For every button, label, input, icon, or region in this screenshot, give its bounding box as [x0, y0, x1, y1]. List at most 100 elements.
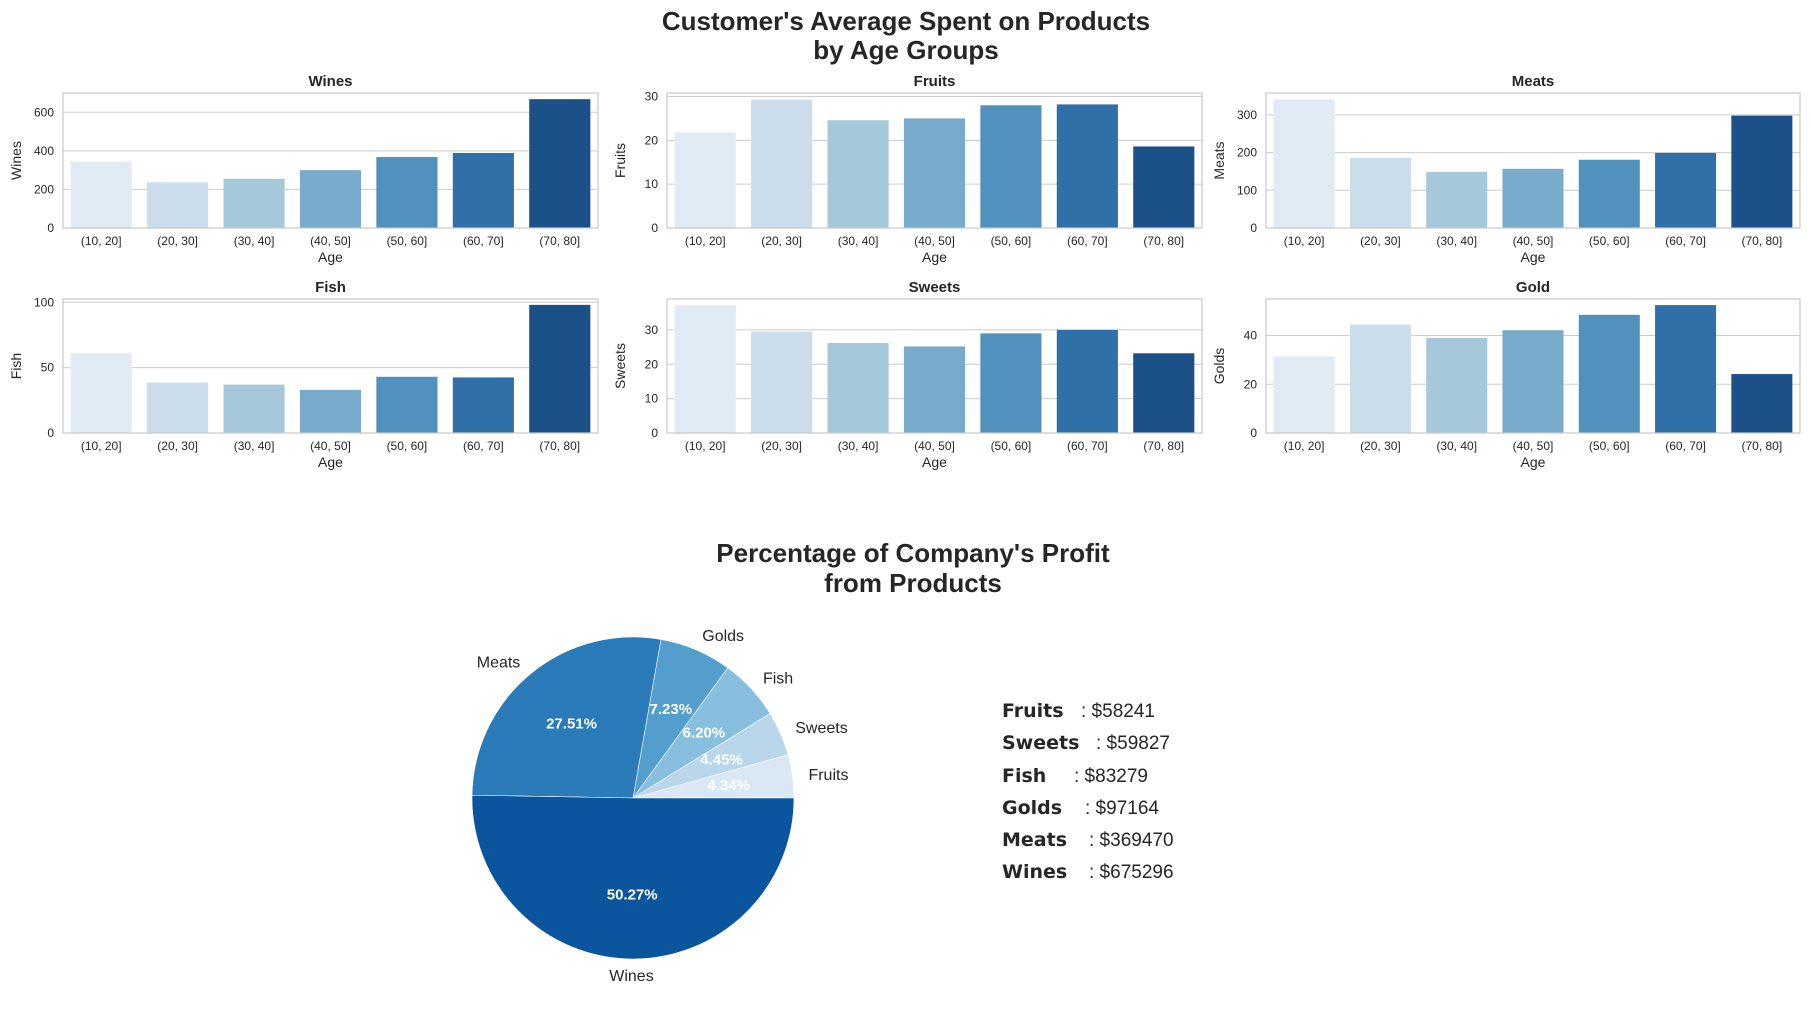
- legend-value: : $59827: [1096, 733, 1170, 755]
- x-tick-label: (70, 80]: [539, 234, 580, 248]
- bar-20-30: [1349, 324, 1411, 433]
- y-tick-label: 300: [1237, 108, 1257, 122]
- pie-label-wines: Wines: [609, 968, 653, 985]
- legend-name: Fish: [1002, 764, 1047, 787]
- y-tick-label: 50: [41, 361, 55, 375]
- pie-percent-fish: 6.20%: [683, 724, 726, 741]
- pie-label-meats: Meats: [477, 654, 521, 671]
- pie-chart-group: Fruits 4.34% Sweets 4.45% Fish 6.20% Golds 7.23…: [471, 628, 848, 985]
- y-tick-label: 600: [34, 105, 54, 119]
- axes-frame: [1265, 298, 1801, 434]
- bar-50-60: [1578, 314, 1640, 433]
- legend-value: : $97164: [1085, 797, 1159, 819]
- bar-20-30: [751, 99, 813, 228]
- x-tick-label: (50, 60]: [991, 439, 1032, 453]
- x-tick-label: (20, 30]: [157, 439, 198, 453]
- bar-20-30: [751, 331, 813, 433]
- bar-panel-gold: 0 20 40 (10, 20] (20, 30] (30, 40] (40, 50] (50…: [1211, 279, 1801, 470]
- x-tick-label: (30, 40]: [838, 234, 879, 248]
- x-tick-label: (60, 70]: [463, 439, 504, 453]
- bar-10-20: [674, 305, 736, 433]
- bar-70-80: [529, 99, 591, 229]
- pie-percent-fruits: 4.34%: [707, 777, 750, 794]
- x-tick-label: (70, 80]: [539, 439, 580, 453]
- bar-panel-fruits: 0 10 20 30 (10, 20] (20, 30] (30, 40] (40, 50] (…: [612, 73, 1203, 265]
- bar-30-40: [1426, 171, 1488, 228]
- x-tick-label: (10, 20]: [81, 439, 122, 453]
- bar-40-50: [299, 170, 362, 228]
- pie-slice-wines: [471, 794, 795, 960]
- bar-30-40: [827, 120, 889, 228]
- x-tick-label: (50, 60]: [387, 234, 428, 248]
- pie-label-golds: Golds: [702, 628, 744, 645]
- bar-50-60: [376, 157, 438, 228]
- bar-panel-wines: 0 200 400 600 (10, 20] (20, 30] (30, 40] (40, 5…: [8, 73, 599, 265]
- y-tick-label: 0: [47, 426, 54, 440]
- x-tick-label: (70, 80]: [1143, 439, 1184, 453]
- pie-label-fruits: Fruits: [808, 767, 848, 784]
- y-axis-label: Fruits: [612, 143, 628, 178]
- pie-percent-sweets: 4.45%: [700, 751, 743, 768]
- y-tick-label: 0: [47, 221, 54, 235]
- x-tick-label: (30, 40]: [1436, 439, 1477, 453]
- x-tick-label: (50, 60]: [387, 439, 428, 453]
- x-tick-label: (30, 40]: [234, 234, 275, 248]
- bar-50-60: [376, 376, 438, 433]
- x-tick-label: (60, 70]: [463, 234, 504, 248]
- bar-panel-fish: 0 50 100 (10, 20] (20, 30] (30, 40] (40, 50] (5…: [8, 279, 599, 470]
- bar-20-30: [147, 182, 209, 228]
- x-tick-label: (40, 50]: [914, 439, 955, 453]
- y-tick-label: 200: [34, 182, 54, 196]
- bar-30-40: [827, 342, 889, 433]
- y-tick-label: 400: [34, 144, 54, 158]
- bar-70-80: [529, 304, 591, 433]
- x-tick-label: (20, 30]: [1360, 439, 1401, 453]
- suptitle-line-1: Customer's Average Spent on Products: [662, 6, 1150, 36]
- x-tick-label: (10, 20]: [1284, 234, 1325, 248]
- bar-40-50: [903, 118, 966, 228]
- y-tick-label: 20: [645, 357, 659, 371]
- bar-10-20: [674, 132, 736, 228]
- bar-60-70: [1655, 152, 1717, 228]
- bar-30-40: [223, 384, 285, 433]
- bar-60-70: [452, 377, 514, 433]
- bar-10-20: [70, 353, 132, 433]
- x-tick-label: (30, 40]: [838, 439, 879, 453]
- legend-value: : $675296: [1089, 862, 1174, 884]
- x-tick-label: (60, 70]: [1067, 234, 1108, 248]
- legend-value: : $83279: [1074, 765, 1148, 787]
- axes-frame: [666, 298, 1203, 434]
- y-tick-label: 40: [1244, 329, 1258, 343]
- bar-70-80: [1133, 146, 1195, 228]
- x-tick-label: (40, 50]: [310, 439, 351, 453]
- bar-30-40: [223, 178, 285, 228]
- x-tick-label: (50, 60]: [1589, 234, 1630, 248]
- y-tick-label: 100: [34, 295, 54, 309]
- x-tick-label: (20, 30]: [761, 234, 802, 248]
- y-tick-label: 0: [1250, 221, 1257, 235]
- axes-frame: [62, 92, 599, 229]
- y-tick-label: 30: [645, 90, 659, 104]
- y-tick-label: 0: [651, 426, 658, 440]
- bar-70-80: [1731, 374, 1793, 433]
- bar-20-30: [147, 382, 209, 433]
- x-axis-label: Age: [1521, 249, 1546, 265]
- bar-40-50: [1502, 168, 1564, 228]
- x-axis-label: Age: [318, 249, 343, 265]
- bar-40-50: [1502, 330, 1564, 433]
- x-tick-label: (40, 50]: [1513, 234, 1554, 248]
- y-tick-label: 10: [645, 392, 659, 406]
- bar-10-20: [1273, 356, 1335, 433]
- bar-70-80: [1133, 353, 1195, 433]
- legend-name: Fruits: [1002, 700, 1064, 722]
- suptitle-line-2: by Age Groups: [813, 35, 998, 65]
- x-tick-label: (60, 70]: [1665, 234, 1706, 248]
- y-tick-label: 10: [645, 177, 659, 191]
- x-axis-label: Age: [922, 249, 947, 265]
- pie-title-line-2: from Products: [824, 568, 1002, 598]
- x-tick-label: (70, 80]: [1742, 234, 1783, 248]
- panel-title: Fish: [315, 279, 346, 296]
- bar-60-70: [1056, 104, 1118, 228]
- y-tick-label: 20: [645, 133, 659, 147]
